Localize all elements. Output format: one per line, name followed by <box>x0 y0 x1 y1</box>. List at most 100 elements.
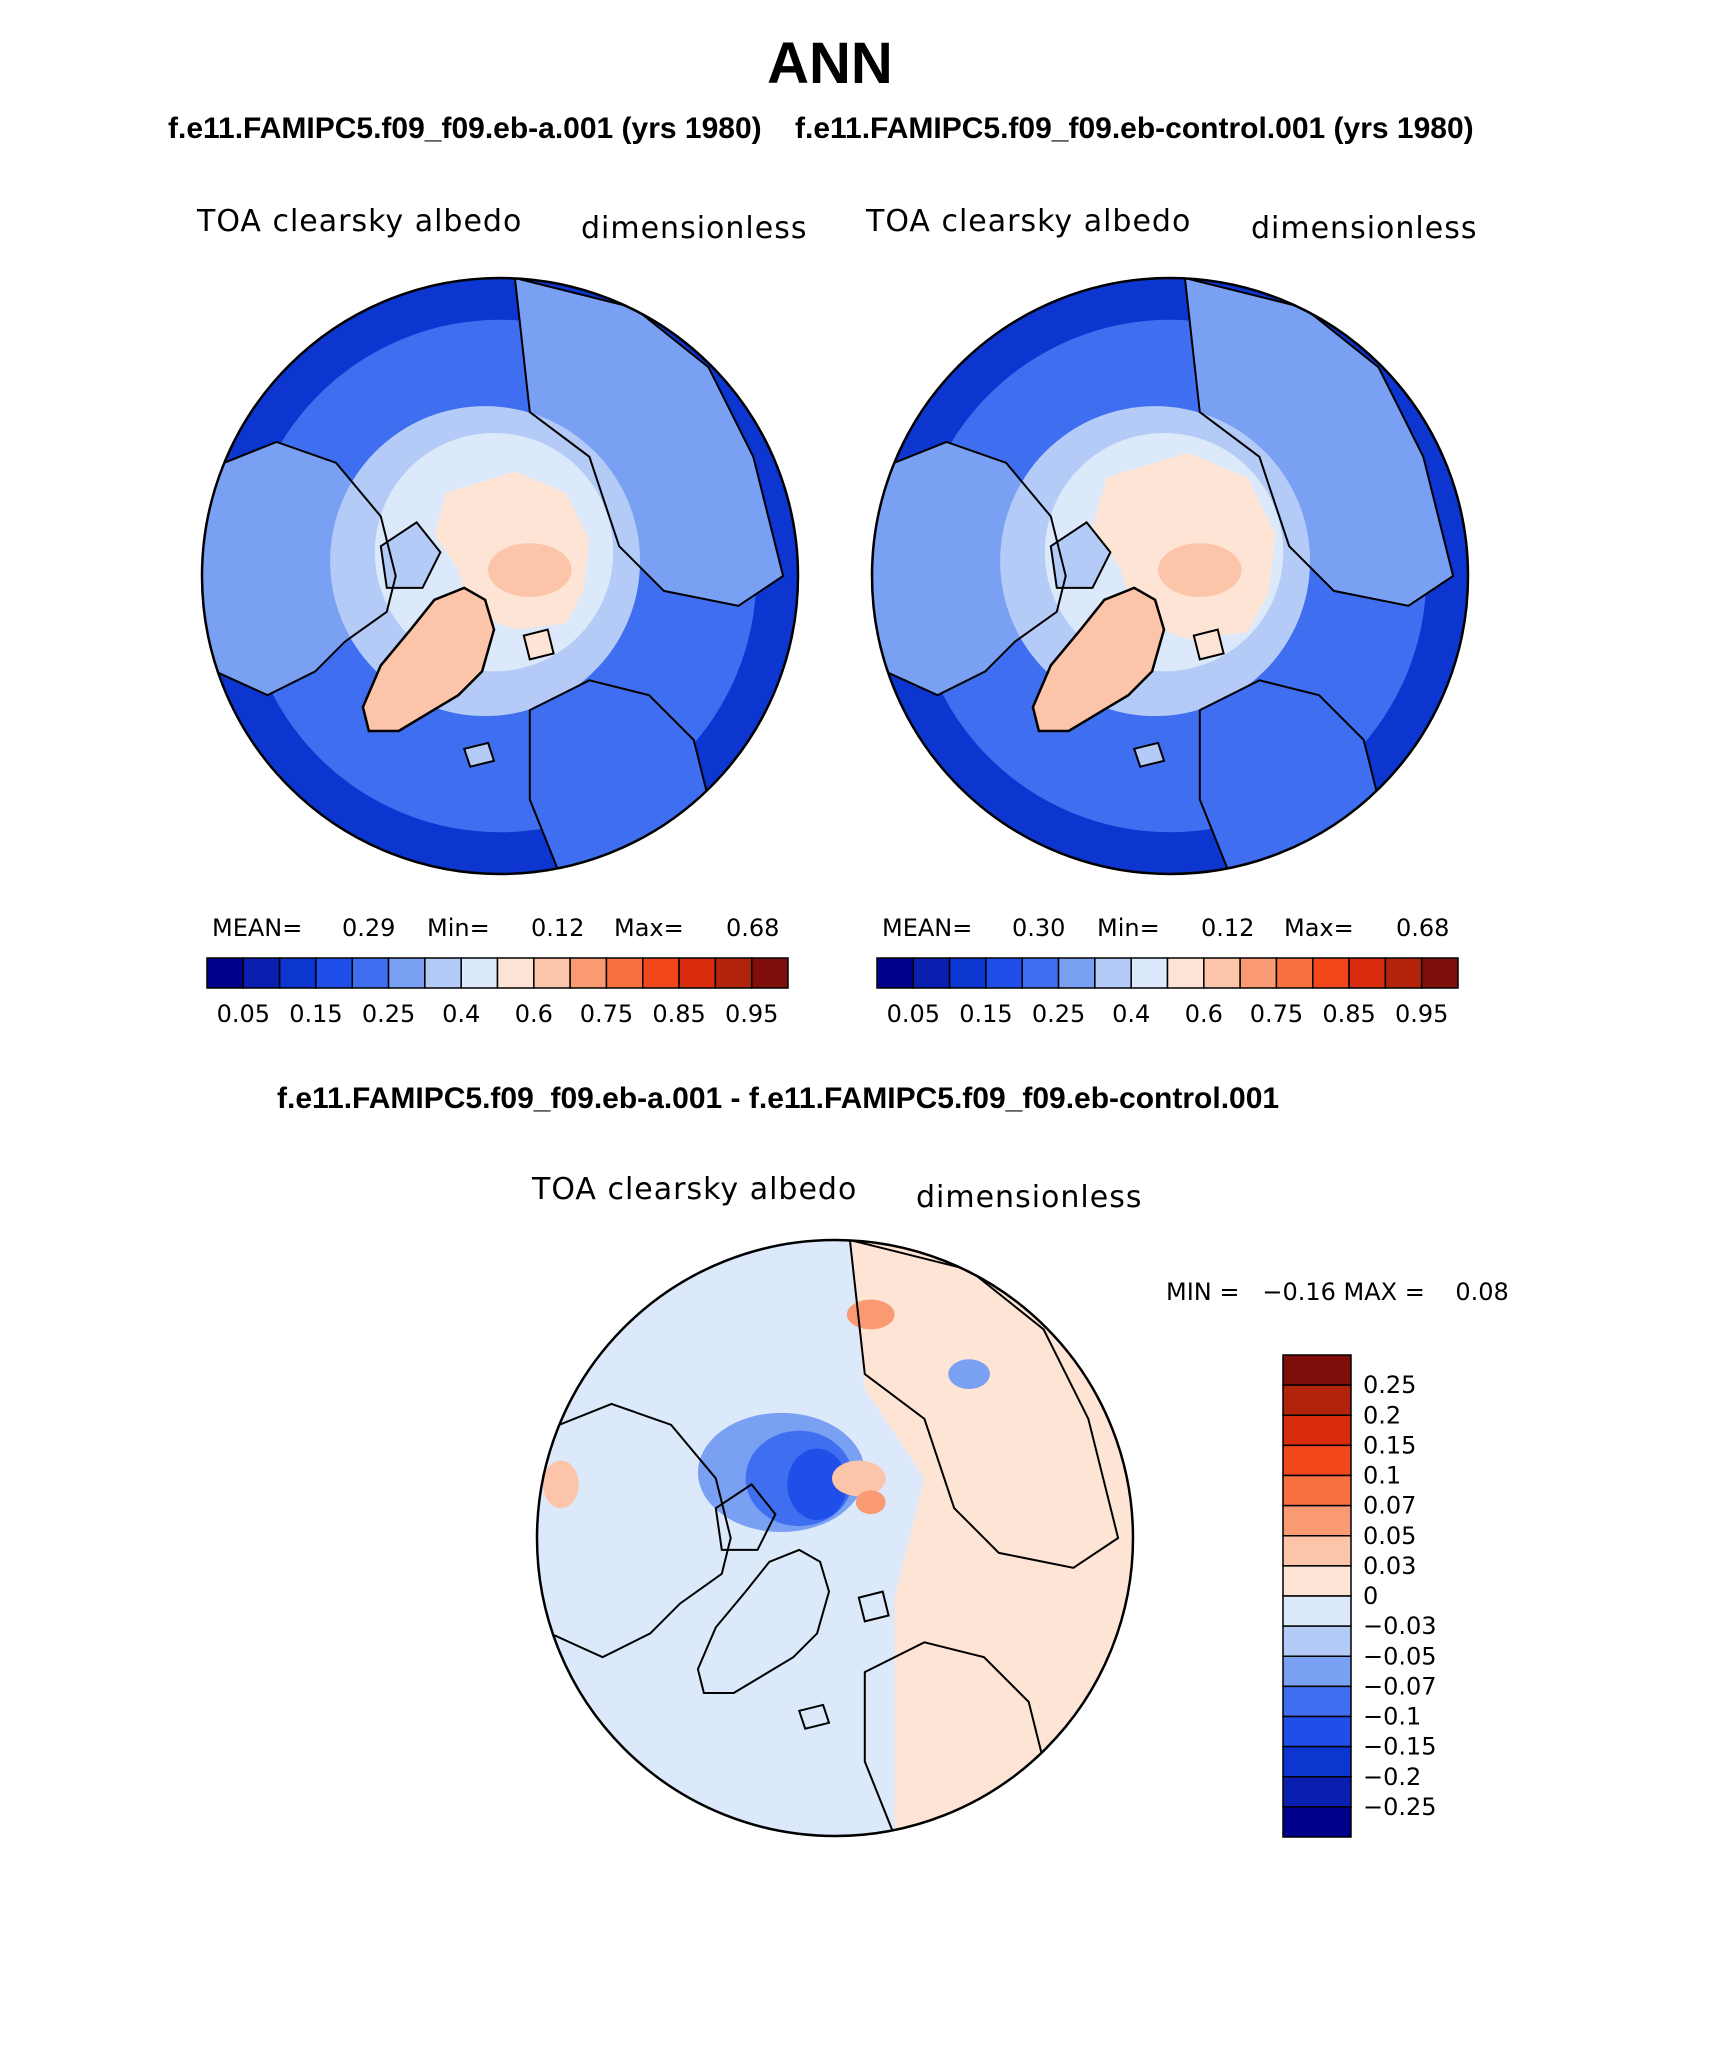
colorbar-swatch <box>876 957 915 989</box>
ice-high-zone <box>488 543 572 597</box>
canada-coastline <box>202 440 397 697</box>
left-case-title: f.e11.FAMIPC5.f09_f09.eb-a.001 (yrs 1980… <box>168 112 762 145</box>
right-polar-map <box>872 278 1468 874</box>
left-mean-value: 0.29 <box>342 914 396 942</box>
colorbar-tick-label: 0.15 <box>289 1000 342 1028</box>
svalbard-coastline <box>857 1590 890 1623</box>
siberia-region <box>514 278 784 606</box>
diff-negative-core <box>787 1448 847 1521</box>
colorbar-swatch <box>242 957 281 989</box>
colorbar-swatch <box>750 957 789 989</box>
colorbar-swatch <box>642 957 680 989</box>
colorbar-level-label: 0.05 <box>1363 1522 1416 1550</box>
colorbar-swatch <box>1282 1776 1352 1808</box>
colorbar-level-label: −0.25 <box>1363 1793 1437 1821</box>
right-min-value: 0.12 <box>1201 914 1255 942</box>
right-max-value: 0.68 <box>1396 914 1450 942</box>
greenland <box>1031 586 1166 733</box>
colorbar-swatch <box>1282 1745 1352 1778</box>
colorbar-swatch <box>1166 957 1205 989</box>
colorbar-tick-label: 0.4 <box>442 1000 480 1028</box>
canadian-archipelago <box>1049 521 1112 589</box>
colorbar-swatch <box>1282 1504 1352 1537</box>
siberia-coastline <box>848 1240 1120 1569</box>
right-mean-label: MEAN= <box>882 914 973 942</box>
diff-positive-sector <box>849 1240 1133 1836</box>
colorbar-swatch <box>605 957 644 989</box>
colorbar-swatch <box>387 957 426 989</box>
colorbar-level-label: −0.2 <box>1363 1763 1421 1791</box>
colorbar-swatch <box>714 957 753 989</box>
diff-variable-label: TOA clearsky albedo <box>532 1172 858 1207</box>
colorbar-swatch <box>1057 957 1096 989</box>
colorbar-swatch <box>1282 1414 1352 1447</box>
diff-minmax: MIN = −0.16 MAX = 0.08 <box>1166 1278 1509 1306</box>
colorbar-level-label: 0.15 <box>1363 1431 1416 1459</box>
colorbar-tick-label: 0.95 <box>725 1000 778 1028</box>
colorbar-tick-label: 0.6 <box>515 1000 553 1028</box>
right-mean-value: 0.30 <box>1012 914 1066 942</box>
colorbar-level-label: −0.05 <box>1363 1642 1437 1670</box>
colorbar-swatch <box>1282 1354 1352 1386</box>
colorbar-swatch <box>948 957 987 989</box>
colorbar-swatch <box>351 957 390 989</box>
left-units-label: dimensionless <box>581 211 808 246</box>
left-mean-label: MEAN= <box>212 914 303 942</box>
canadian-archipelago <box>379 521 442 589</box>
colorbar-swatch <box>1282 1625 1352 1657</box>
diff-positive-core <box>855 1490 886 1515</box>
colorbar-swatch <box>496 957 535 989</box>
left-map-border <box>200 276 800 876</box>
colorbar-swatch <box>1239 957 1278 989</box>
right-map-border <box>870 276 1470 876</box>
diff-positive-siberia <box>846 1299 895 1330</box>
colorbar-swatch <box>1282 1655 1352 1688</box>
left-max-label: Max= <box>614 914 684 942</box>
colorbar-level-label: −0.15 <box>1363 1733 1437 1761</box>
colorbar-level-label: −0.03 <box>1363 1612 1437 1640</box>
diff-colorbar: 0.250.20.150.10.070.050.030−0.03−0.05−0.… <box>1282 1354 1437 1838</box>
diff-positive-patch <box>832 1460 886 1497</box>
colorbar-swatch <box>1282 1715 1352 1748</box>
right-min-label: Min= <box>1097 914 1160 942</box>
colorbar-tick-label: 0.85 <box>1322 1000 1375 1028</box>
colorbar-level-label: −0.1 <box>1363 1703 1421 1731</box>
greenland-coastline <box>696 1548 831 1694</box>
colorbar-swatch <box>1348 957 1387 989</box>
left-variable-label: TOA clearsky albedo <box>197 204 523 239</box>
colorbar-tick-label: 0.25 <box>362 1000 415 1028</box>
diff-positive-west <box>542 1460 579 1509</box>
colorbar-swatch <box>1203 957 1241 989</box>
left-min-label: Min= <box>427 914 490 942</box>
svalbard <box>1192 628 1225 661</box>
colorbar-swatch <box>1282 1595 1352 1627</box>
colorbar-swatch <box>1282 1384 1352 1416</box>
siberia-coastline <box>513 278 785 607</box>
colorbar-tick-label: 0.4 <box>1112 1000 1150 1028</box>
colorbar-swatch <box>1282 1474 1352 1507</box>
colorbar-tick-label: 0.15 <box>959 1000 1012 1028</box>
colorbar-level-label: 0.2 <box>1363 1401 1401 1429</box>
colorbar-swatch <box>678 957 717 989</box>
colorbar-tick-label: 0.85 <box>652 1000 705 1028</box>
left-polar-map <box>202 278 798 874</box>
left-min-value: 0.12 <box>531 914 585 942</box>
colorbar-swatch <box>1384 957 1423 989</box>
colorbar-swatch <box>1130 957 1169 989</box>
archipelago-coastline <box>714 1483 777 1551</box>
colorbar-swatch <box>1094 957 1132 989</box>
colorbar-tick-label: 0.05 <box>217 1000 270 1028</box>
iceland <box>1132 741 1166 768</box>
colorbar-level-label: 0 <box>1363 1582 1378 1610</box>
colorbar-tick-label: 0.75 <box>1250 1000 1303 1028</box>
canada-coastline <box>872 440 1067 697</box>
diff-map-border <box>535 1238 1135 1838</box>
right-max-label: Max= <box>1284 914 1354 942</box>
colorbar-tick-label: 0.25 <box>1032 1000 1085 1028</box>
colorbar-swatch <box>569 957 608 989</box>
colorbar-swatch <box>1282 1444 1352 1477</box>
colorbar-level-label: 0.1 <box>1363 1462 1401 1490</box>
diff-polar-map <box>537 1240 1133 1836</box>
colorbar-level-label: 0.07 <box>1363 1492 1416 1520</box>
greenland <box>361 586 496 733</box>
